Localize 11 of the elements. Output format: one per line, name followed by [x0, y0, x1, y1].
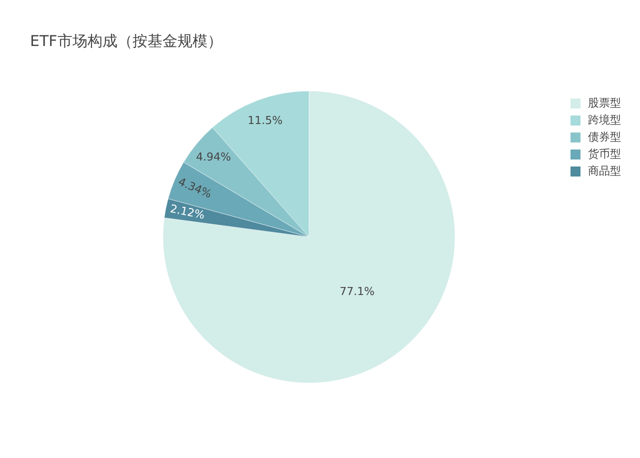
legend-label: 货币型: [588, 148, 621, 160]
legend-label: 股票型: [588, 96, 621, 110]
legend-label: 跨境型: [588, 114, 621, 126]
data-label: 2.12%: [169, 202, 206, 222]
data-label: 4.94%: [196, 150, 232, 164]
chart-title: ETF市场构成（按基金规模）: [30, 32, 222, 50]
pie-slice: [162, 90, 456, 383]
legend-label: 商品型: [588, 164, 621, 178]
data-label: 11.5%: [248, 114, 283, 127]
data-label: 77.1%: [340, 284, 375, 298]
legend-label: 债券型: [588, 130, 621, 144]
